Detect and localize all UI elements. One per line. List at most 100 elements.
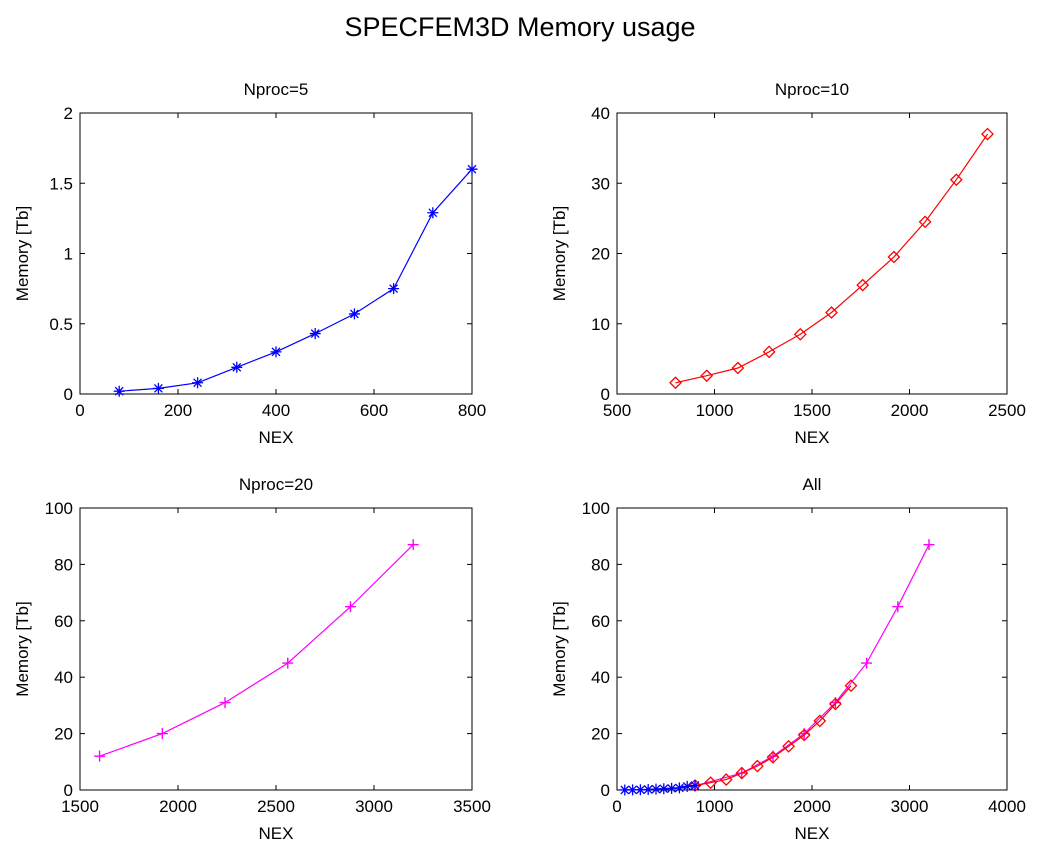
data-point [828, 697, 842, 711]
data-point [282, 657, 294, 669]
y-tick-label: 1 [64, 245, 73, 264]
x-tick-label: 2000 [793, 797, 831, 816]
data-point [650, 783, 662, 795]
y-tick-label: 1.5 [49, 174, 73, 193]
plot-area [616, 112, 1008, 395]
x-tick-label: 1000 [696, 401, 734, 420]
data-point [627, 784, 639, 796]
chart-2: 500 1000 1500 2000 2500 0 10 20 30 40 Nproc=10 NEX M… [550, 80, 1026, 447]
x-tick-label: 200 [164, 401, 192, 420]
y-tick-label: 20 [591, 245, 610, 264]
data-point [825, 306, 838, 319]
x-tick-label: 1000 [696, 797, 734, 816]
x-tick-label: 1500 [61, 797, 99, 816]
data-point [844, 679, 858, 693]
data-point [156, 728, 168, 740]
data-point [407, 539, 419, 551]
y-tick-label: 60 [54, 612, 73, 631]
y-tick-label: 40 [54, 668, 73, 687]
data-point [892, 601, 904, 613]
plot-area [616, 507, 1008, 791]
data-point [750, 759, 764, 773]
y-tick-label: 0 [601, 385, 610, 404]
data-point [704, 776, 718, 790]
y-tick-label: 2 [64, 104, 73, 123]
data-point [466, 163, 478, 175]
x-tick-label: 3000 [891, 797, 929, 816]
plot-area [79, 507, 473, 791]
y-tick-label: 80 [591, 555, 610, 574]
figure-title: SPECFEM3D Memory usage [344, 12, 696, 42]
data-point [309, 328, 321, 340]
data-point [689, 779, 701, 791]
data-point [348, 308, 360, 320]
y-tick-label: 0 [601, 781, 610, 800]
data-point [856, 278, 870, 292]
data-point [766, 750, 780, 764]
x-tick-label: 2500 [988, 401, 1026, 420]
data-point [731, 361, 745, 375]
series-line [675, 133, 988, 384]
data-point [797, 728, 811, 742]
y-axis-label: Memory [Tb] [550, 206, 569, 301]
chart-3: 1500 2000 2500 3000 3500 0 20 40 60 80 100 Nproc=20… [13, 475, 491, 843]
data-point [918, 215, 932, 229]
data-point [981, 127, 994, 141]
y-axis-label: Memory [Tb] [550, 601, 569, 696]
data-point [619, 784, 631, 796]
data-point [887, 250, 901, 264]
data-point [658, 783, 670, 795]
data-point [642, 783, 654, 795]
x-tick-label: 800 [458, 401, 486, 420]
y-tick-label: 20 [54, 725, 73, 744]
y-tick-label: 100 [582, 499, 610, 518]
data-point [219, 697, 231, 709]
y-axis-label: Memory [Tb] [13, 601, 32, 696]
x-tick-label: 2000 [159, 797, 197, 816]
x-tick-label: 2000 [891, 401, 929, 420]
y-tick-label: 30 [591, 174, 610, 193]
y-tick-label: 0 [64, 385, 73, 404]
data-point [813, 714, 827, 728]
chart-1: 0 200 400 600 800 0 0.5 1 1.5 2 Nproc=5 NEX Memory [… [13, 80, 486, 447]
y-tick-label: 100 [45, 499, 73, 518]
chart-title: Nproc=5 [244, 80, 309, 99]
x-tick-label: 400 [262, 401, 290, 420]
data-point [152, 382, 164, 394]
y-axis-label: Memory [Tb] [13, 206, 32, 301]
data-point [94, 750, 106, 762]
data-point [861, 657, 873, 669]
x-tick-label: 4000 [988, 797, 1026, 816]
data-point [113, 385, 125, 397]
series-line [119, 168, 473, 392]
x-tick-label: 2500 [257, 797, 295, 816]
x-tick-label: 1500 [793, 401, 831, 420]
data-point [923, 539, 935, 551]
chart-title: Nproc=20 [239, 475, 313, 494]
data-point [192, 377, 204, 389]
x-tick-label: 3500 [453, 797, 491, 816]
data-point [762, 345, 776, 359]
y-tick-label: 80 [54, 555, 73, 574]
x-tick-label: 3000 [355, 797, 393, 816]
x-tick-label: 500 [603, 401, 631, 420]
x-tick-label: 0 [612, 797, 621, 816]
data-point [634, 784, 646, 796]
data-point [681, 780, 693, 792]
y-tick-label: 20 [591, 725, 610, 744]
chart-title: All [803, 475, 822, 494]
y-tick-label: 0 [64, 781, 73, 800]
x-tick-label: 0 [75, 401, 84, 420]
chart-title: Nproc=10 [775, 80, 849, 99]
x-axis-label: NEX [259, 824, 294, 843]
data-point [673, 782, 685, 794]
data-point [793, 327, 807, 341]
data-point [735, 766, 749, 780]
data-point [669, 376, 682, 390]
y-tick-label: 40 [591, 104, 610, 123]
data-point [949, 173, 963, 187]
x-axis-label: NEX [795, 428, 830, 447]
y-tick-label: 10 [591, 315, 610, 334]
y-tick-label: 40 [591, 668, 610, 687]
